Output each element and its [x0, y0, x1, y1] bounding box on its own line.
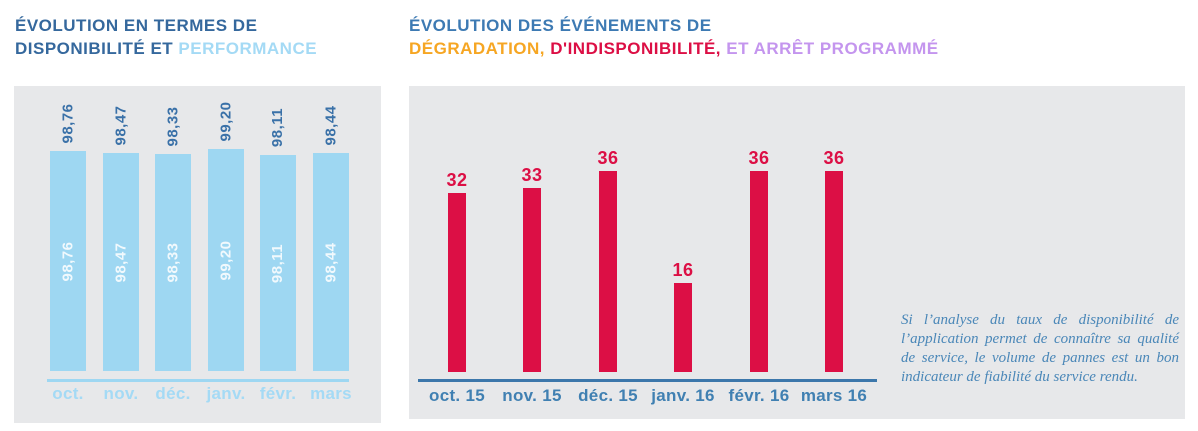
availability-bar-inner-value: 99,20 — [217, 239, 235, 281]
availability-chart-panel: oct. nov. déc. janv. févr. mars 98,76 98,76 98,… — [14, 86, 381, 423]
availability-month-label: mars — [310, 384, 352, 403]
availability-bar-value-label: 98,44 — [313, 100, 349, 150]
events-title-indisponibilite: D'INDISPONIBILITÉ, — [550, 39, 727, 58]
availability-month-label: déc. — [155, 384, 191, 403]
events-month-label: déc. 15 — [578, 386, 638, 405]
availability-month-label: janv. — [206, 384, 246, 403]
events-axis-line — [418, 379, 877, 382]
availability-bar: 98,33 — [155, 154, 191, 371]
availability-value-text: 98,11 — [269, 107, 287, 147]
availability-bar-value-label: 98,47 — [103, 100, 139, 150]
availability-value-text: 98,33 — [164, 105, 182, 147]
events-bar — [750, 171, 768, 372]
availability-bar: 98,76 — [50, 151, 86, 371]
events-bar-value-label: 36 — [597, 148, 619, 168]
availability-bar-value-label: 98,76 — [50, 98, 86, 148]
events-bar — [599, 171, 617, 372]
events-month-label: oct. 15 — [429, 386, 485, 405]
events-bar — [523, 188, 541, 372]
availability-bar-value-label: 99,20 — [208, 96, 244, 146]
availability-title-line2: DISPONIBILITÉ ET PERFORMANCE — [15, 37, 317, 60]
availability-month-label: nov. — [103, 384, 139, 403]
events-bar-value-label: 32 — [446, 170, 468, 190]
events-title-arret-programme: ET ARRÊT PROGRAMMÉ — [726, 39, 939, 58]
availability-bar-value-label: 98,11 — [260, 102, 296, 152]
availability-month-label: févr. — [259, 384, 297, 403]
availability-value-text: 98,76 — [59, 102, 77, 144]
availability-bar: 98,44 — [313, 153, 349, 371]
availability-bar-inner-value: 98,33 — [164, 242, 182, 283]
events-title-degradation: DÉGRADATION, — [409, 39, 551, 58]
events-month-label: mars 16 — [800, 386, 868, 405]
availability-title-line2-light: PERFORMANCE — [178, 39, 318, 58]
events-month-label: nov. 15 — [502, 386, 562, 405]
availability-value-text: 98,47 — [112, 104, 130, 146]
commentary-text: Si l’analyse du taux de disponibilité de… — [901, 312, 1179, 385]
availability-bar: 98,47 — [103, 153, 139, 371]
events-bar-value-label: 16 — [672, 260, 694, 280]
events-month-label: févr. 16 — [728, 386, 790, 405]
events-bar — [674, 283, 692, 372]
events-bar-value-label: 36 — [823, 148, 845, 168]
events-title-line2: DÉGRADATION, D'INDISPONIBILITÉ, ET ARRÊT… — [409, 37, 939, 60]
availability-month-label: oct. — [52, 384, 84, 403]
availability-bar-inner-value: 98,44 — [322, 241, 340, 283]
availability-bar-inner-value: 98,47 — [112, 241, 130, 283]
events-bar-value-label: 33 — [521, 165, 543, 185]
events-month-label: janv. 16 — [651, 386, 715, 405]
availability-bar-inner-value: 98,11 — [269, 243, 287, 283]
availability-value-text: 99,20 — [217, 100, 235, 142]
events-bar — [448, 193, 466, 372]
availability-bar-value-label: 98,33 — [155, 101, 191, 151]
events-title-line1: ÉVOLUTION DES ÉVÉNEMENTS DE — [409, 16, 712, 35]
events-bar — [825, 171, 843, 372]
availability-title-line1: ÉVOLUTION EN TERMES DE — [15, 16, 258, 35]
events-bar-value-label: 36 — [748, 148, 770, 168]
availability-value-text: 98,44 — [322, 104, 340, 146]
events-chart-panel: oct. 15 nov. 15 déc. 15 janv. 16 févr. 16 mar… — [409, 86, 1185, 419]
availability-title-line2-dark: DISPONIBILITÉ ET — [15, 39, 179, 58]
availability-axis-line — [47, 379, 349, 382]
events-chart-title: ÉVOLUTION DES ÉVÉNEMENTS DE DÉGRADATION,… — [409, 14, 939, 60]
availability-bar-inner-value: 98,76 — [59, 240, 77, 282]
availability-bar: 98,11 — [260, 155, 296, 371]
availability-chart-title: ÉVOLUTION EN TERMES DE DISPONIBILITÉ ET … — [15, 14, 317, 60]
availability-bar: 99,20 — [208, 149, 244, 371]
